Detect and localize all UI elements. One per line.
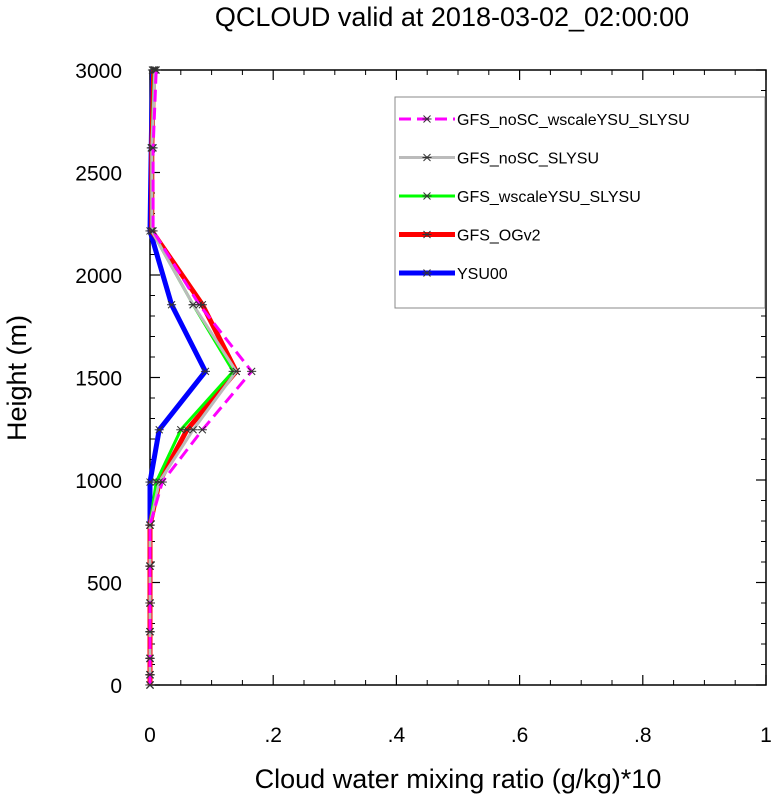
data-point-marker	[145, 562, 155, 570]
x-tick-label: 0	[144, 724, 156, 747]
data-point-marker	[145, 627, 155, 636]
series-lines	[145, 66, 257, 689]
data-point-marker	[151, 66, 161, 74]
legend-marker	[422, 230, 432, 239]
data-point-marker	[145, 670, 155, 679]
data-point-marker	[145, 521, 155, 529]
data-point-marker	[200, 367, 210, 376]
legend-item: GFS_wscaleYSU_SLYSU	[399, 189, 641, 206]
legend-marker	[422, 115, 432, 123]
legend-marker	[422, 192, 432, 200]
x-tick-label: .8	[634, 724, 652, 747]
data-point-marker	[145, 599, 155, 607]
y-tick-label: 1500	[75, 368, 122, 391]
legend-label: GFS_noSC_SLYSU	[457, 151, 599, 168]
legend-box	[394, 96, 766, 309]
legend-item: GFS_OGv2	[399, 228, 541, 245]
legend-marker	[422, 269, 432, 277]
x-axis-ticks: 0 .2 .4 .6 .8 1	[144, 70, 772, 747]
x-tick-label: 1	[760, 724, 772, 747]
data-point-marker	[167, 300, 177, 309]
data-point-marker	[154, 425, 164, 434]
x-tick-label: .2	[264, 724, 282, 747]
legend-item: GFS_noSC_wscaleYSU_SLYSU	[399, 112, 690, 129]
legend-marker	[422, 153, 432, 162]
data-point-marker	[231, 367, 241, 376]
legend-label: GFS_OGv2	[457, 228, 541, 245]
x-tick-label: .4	[388, 724, 406, 747]
x-axis-label: Cloud water mixing ratio (g/kg)*10	[255, 764, 662, 794]
series-line	[148, 69, 235, 685]
y-tick-label: 2000	[75, 265, 122, 288]
legend: GFS_noSC_wscaleYSU_SLYSU GFS_noSC_SLYSU GF…	[394, 96, 766, 309]
series-GFS_noSC_wscaleYSU_SLYSU	[145, 66, 257, 689]
y-tick-label: 3000	[75, 60, 122, 83]
data-point-marker	[148, 227, 158, 235]
legend-label: YSU00	[457, 266, 508, 283]
series-line	[148, 69, 254, 685]
legend-label: GFS_noSC_wscaleYSU_SLYSU	[457, 112, 690, 129]
y-tick-label: 1000	[75, 470, 122, 493]
x-tick-label: .6	[511, 724, 529, 747]
data-point-marker	[188, 425, 198, 434]
y-tick-label: 0	[110, 675, 122, 698]
data-point-marker	[194, 300, 204, 309]
series-line	[147, 69, 239, 685]
data-point-marker	[145, 681, 155, 689]
legend-item: YSU00	[399, 266, 508, 283]
data-point-marker	[247, 367, 257, 376]
chart-title: QCLOUD valid at 2018-03-02_02:00:00	[215, 2, 689, 32]
y-tick-label: 500	[87, 573, 122, 596]
data-point-marker	[148, 144, 158, 152]
data-point-marker	[145, 654, 155, 663]
y-tick-label: 2500	[75, 163, 122, 186]
data-point-marker	[197, 425, 207, 434]
legend-item: GFS_noSC_SLYSU	[399, 151, 599, 168]
legend-label: GFS_wscaleYSU_SLYSU	[457, 189, 641, 206]
data-point-marker	[176, 425, 186, 434]
y-axis-label: Height (m)	[2, 315, 32, 441]
data-point-marker	[157, 478, 167, 486]
series-line	[148, 69, 238, 685]
